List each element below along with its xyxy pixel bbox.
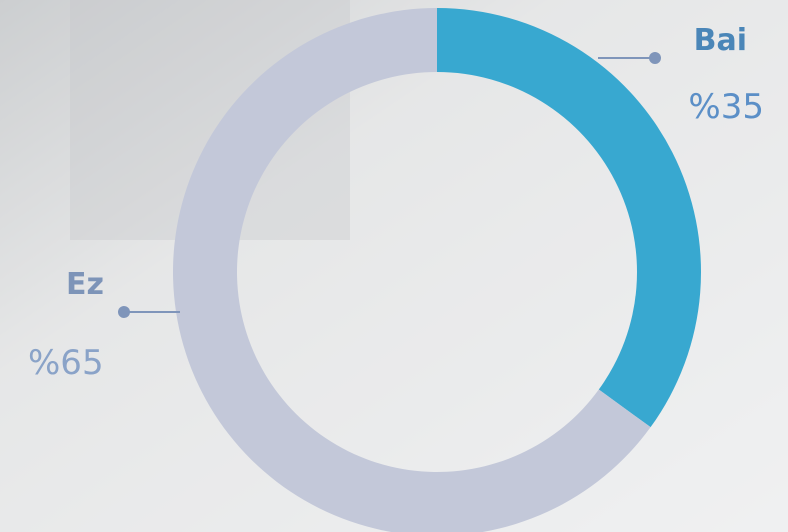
slice-value: %65	[28, 343, 104, 383]
slice-label: Ez	[66, 267, 104, 302]
slice-label: Bai	[694, 23, 747, 58]
donut-slice	[437, 8, 701, 428]
leader-dot	[118, 306, 130, 318]
slice-value: %35	[688, 87, 764, 127]
leader-dot	[649, 52, 661, 64]
